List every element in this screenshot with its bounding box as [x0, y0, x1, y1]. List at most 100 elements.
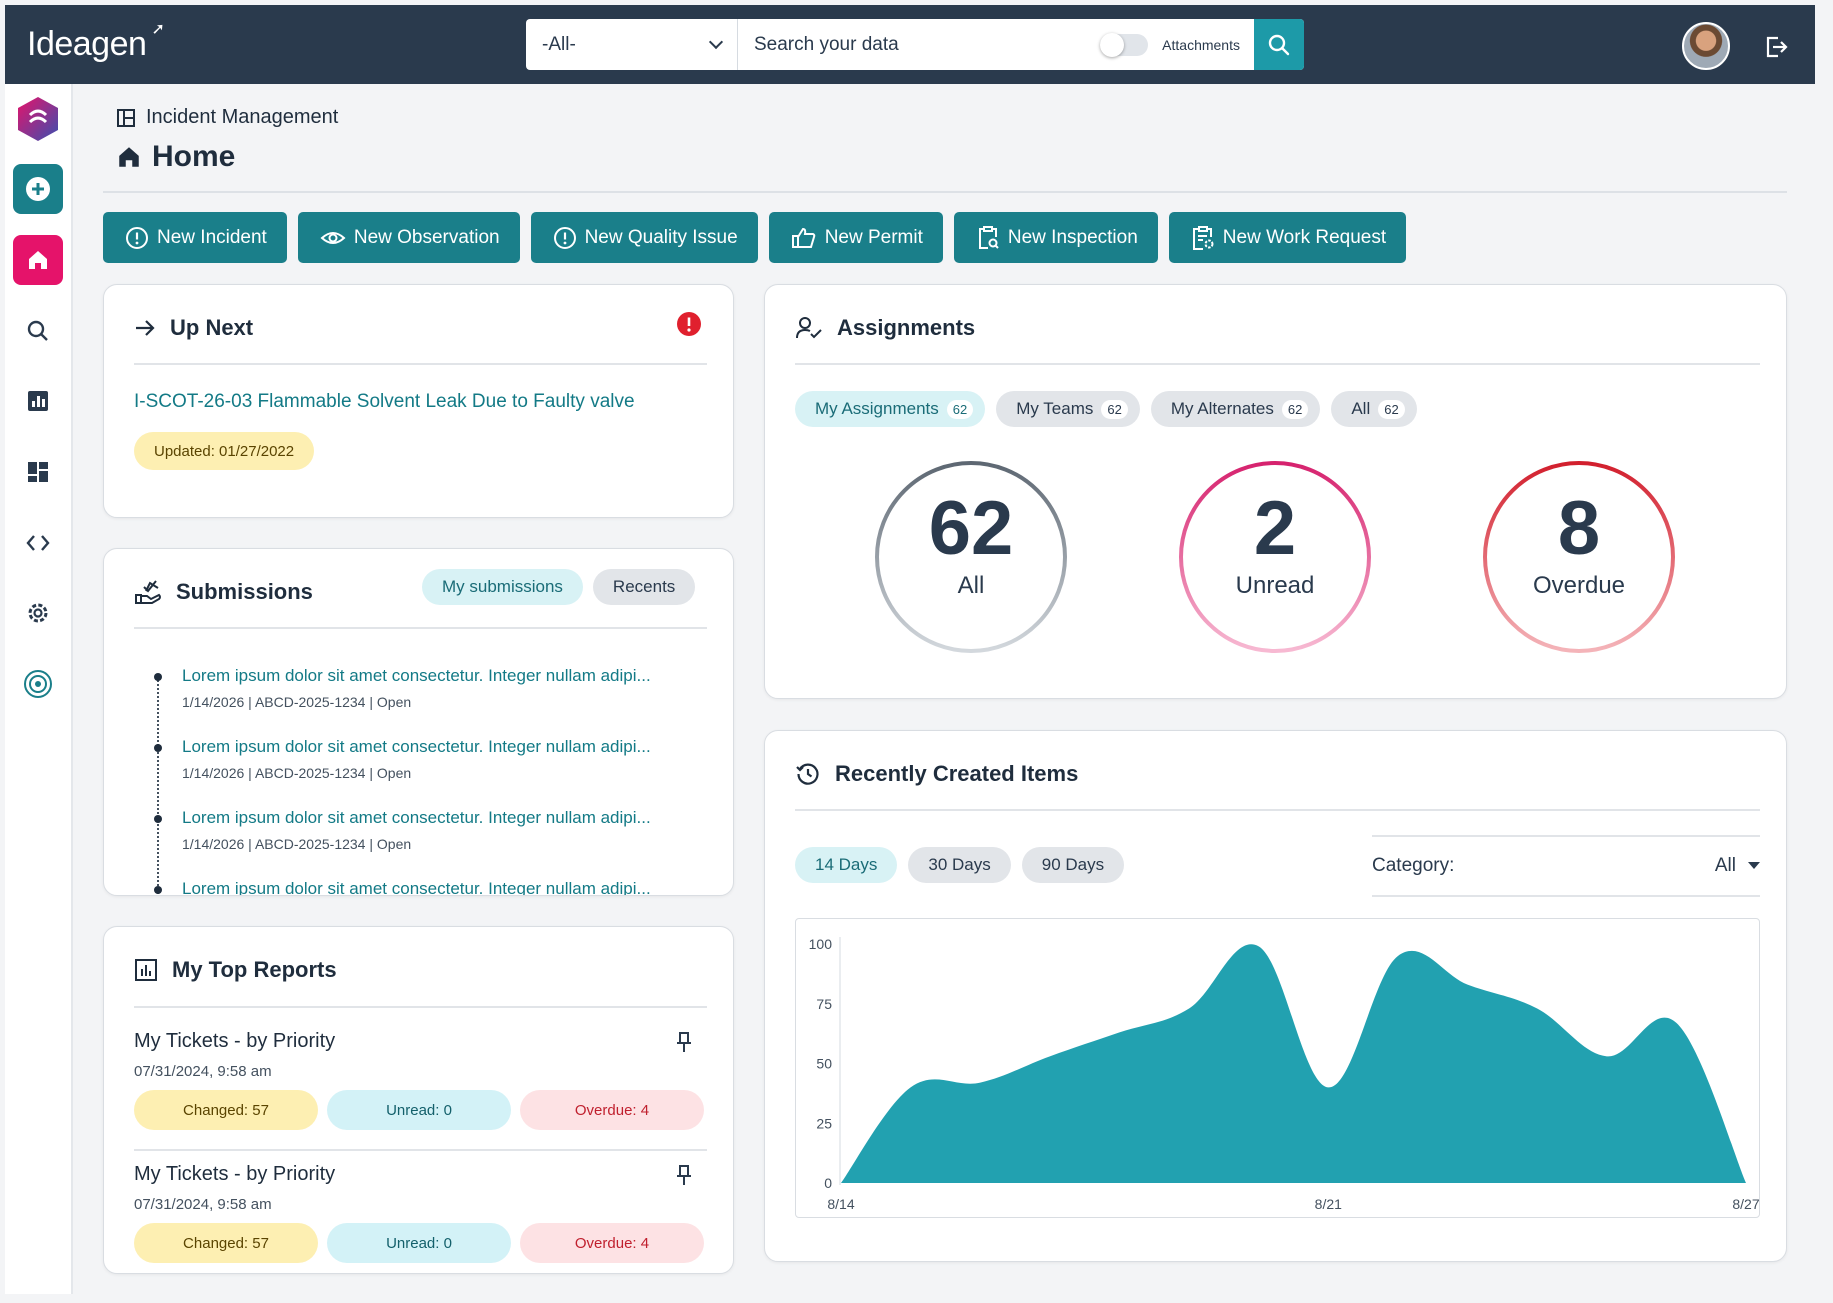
list-item: Lorem ipsum dolor sit amet consectetur. …	[182, 666, 651, 710]
breadcrumb-module[interactable]: Incident Management	[146, 106, 339, 128]
report-date: 07/31/2024, 9:58 am	[134, 1063, 272, 1080]
new-quality-issue-button[interactable]: New Quality Issue	[530, 212, 758, 263]
sidebar-item-code[interactable]	[13, 518, 63, 568]
app-logo[interactable]: Ideagen ➚	[27, 21, 165, 63]
submission-link[interactable]: Lorem ipsum dolor sit amet consectetur. …	[182, 879, 651, 896]
logout-icon	[1766, 36, 1788, 58]
report-date: 07/31/2024, 9:58 am	[134, 1196, 272, 1213]
module-layout-icon	[117, 108, 135, 127]
target-icon	[24, 670, 52, 698]
top-reports-card: My Top Reports My Tickets - by Priority …	[103, 926, 734, 1274]
clipboard-gear-icon	[1192, 225, 1214, 250]
series-area[interactable]	[841, 944, 1746, 1183]
home-icon	[29, 251, 47, 269]
attachments-toggle-group: Attachments	[1086, 19, 1254, 70]
pin-icon[interactable]	[676, 1164, 692, 1191]
tab-my-assignments[interactable]: My Assignments 62	[795, 391, 986, 427]
pin-icon[interactable]	[676, 1031, 692, 1058]
report-name[interactable]: My Tickets - by Priority	[134, 1030, 336, 1052]
search-scope-select[interactable]: -All-	[526, 19, 738, 70]
code-icon	[26, 535, 50, 551]
category-select[interactable]: Category: All	[1372, 835, 1760, 897]
sidebar-create-button[interactable]	[13, 164, 63, 214]
card-divider	[134, 363, 707, 365]
card-divider	[134, 627, 707, 629]
user-avatar[interactable]	[1682, 22, 1730, 70]
tab-30-days[interactable]: 30 Days	[908, 847, 1011, 883]
new-observation-button[interactable]: New Observation	[297, 212, 520, 263]
new-work-request-button[interactable]: New Work Request	[1168, 212, 1407, 263]
timeline-line	[157, 676, 159, 895]
submission-link[interactable]: Lorem ipsum dolor sit amet consectetur. …	[182, 666, 651, 685]
assignments-title: Assignments	[795, 315, 975, 341]
search-icon	[1268, 34, 1290, 55]
new-inspection-button[interactable]: New Inspection	[953, 212, 1158, 263]
eye-icon	[320, 231, 346, 244]
changed-badge: Changed: 57	[134, 1223, 318, 1263]
tab-all[interactable]: All 62	[1331, 391, 1417, 427]
tab-recents[interactable]: Recents	[592, 569, 696, 605]
new-incident-button[interactable]: New Incident	[103, 212, 287, 263]
tab-my-teams[interactable]: My Teams 62	[996, 391, 1140, 427]
assignment-tabs: My Assignments 62 My Teams 62 My Alternate…	[795, 391, 1417, 427]
stat-all[interactable]: 62 All	[928, 486, 1014, 599]
ring-all[interactable]	[875, 461, 1067, 653]
history-icon	[796, 763, 819, 785]
report-chart-icon	[135, 959, 157, 981]
ring-overdue[interactable]	[1483, 461, 1675, 653]
stat-unread[interactable]: 2 Unread	[1235, 486, 1315, 599]
submission-meta: 1/14/2026 | ABCD-2025-1234 | Open	[182, 765, 412, 781]
report-name[interactable]: My Tickets - by Priority	[134, 1163, 336, 1185]
top-reports-title: My Top Reports	[134, 957, 337, 983]
search-icon	[27, 320, 48, 341]
tab-my-submissions[interactable]: My submissions	[422, 569, 583, 605]
clipboard-search-icon	[978, 225, 999, 249]
sidebar-item-dashboards[interactable]	[13, 447, 63, 497]
quick-actions: New Incident New Observation New Quality…	[103, 212, 1407, 263]
dashboard-icon	[28, 462, 48, 482]
timeline-dot	[154, 886, 162, 894]
overdue-badge: Overdue: 4	[520, 1223, 704, 1263]
sidebar-app-switcher[interactable]	[13, 94, 63, 144]
up-next-item-link[interactable]: I-SCOT-26-03 Flammable Solvent Leak Due …	[134, 391, 635, 412]
recent-items-chart: 0 25 50 75 100 8/14 8/21 8/27	[809, 936, 1760, 1212]
search-input[interactable]	[738, 19, 1087, 70]
tab-14-days[interactable]: 14 Days	[795, 847, 898, 883]
tab-90-days[interactable]: 90 Days	[1021, 847, 1125, 883]
caret-down-icon	[1748, 862, 1760, 869]
sidebar-item-target[interactable]	[13, 659, 63, 709]
tab-my-alternates[interactable]: My Alternates 62	[1150, 391, 1321, 427]
card-divider	[795, 809, 1760, 811]
sidebar	[5, 84, 73, 1294]
alert-circle-icon	[553, 226, 576, 249]
search-button[interactable]	[1254, 19, 1304, 70]
stat-overdue[interactable]: 8 Overdue	[1532, 486, 1626, 599]
attachments-toggle[interactable]	[1100, 32, 1149, 57]
submissions-card: Submissions My submissions Recents Lorem…	[103, 548, 734, 896]
category-label: Category:	[1372, 855, 1455, 876]
sidebar-item-reports[interactable]	[13, 376, 63, 426]
sidebar-item-home[interactable]	[13, 235, 63, 285]
sidebar-item-settings[interactable]	[13, 588, 63, 638]
timeline-dot	[154, 673, 162, 681]
assignment-rings	[875, 461, 1675, 653]
updated-badge: Updated: 01/27/2022	[134, 432, 315, 470]
new-permit-button[interactable]: New Permit	[768, 212, 943, 263]
timeline-dot	[154, 815, 162, 823]
attachments-label: Attachments	[1162, 36, 1240, 53]
header-divider	[103, 191, 1787, 193]
y-tick-label: 75	[816, 996, 832, 1012]
sidebar-item-search[interactable]	[13, 306, 63, 356]
hand-submit-icon	[135, 580, 161, 604]
submission-link[interactable]: Lorem ipsum dolor sit amet consectetur. …	[182, 808, 651, 827]
up-next-card: Up Next I-SCOT-26-03 Flammable Solvent L…	[103, 284, 734, 518]
x-tick-label: 8/27	[1732, 1196, 1759, 1212]
up-next-title: Up Next	[134, 315, 253, 341]
ring-unread[interactable]	[1179, 461, 1371, 653]
top-bar: Ideagen➚ -All- Attachments	[5, 5, 1815, 84]
submission-link[interactable]: Lorem ipsum dolor sit amet consectetur. …	[182, 737, 651, 756]
plus-circle-icon	[26, 177, 50, 201]
logout-button[interactable]	[1763, 34, 1789, 65]
home-icon	[119, 147, 139, 167]
chevron-down-icon	[708, 34, 724, 49]
